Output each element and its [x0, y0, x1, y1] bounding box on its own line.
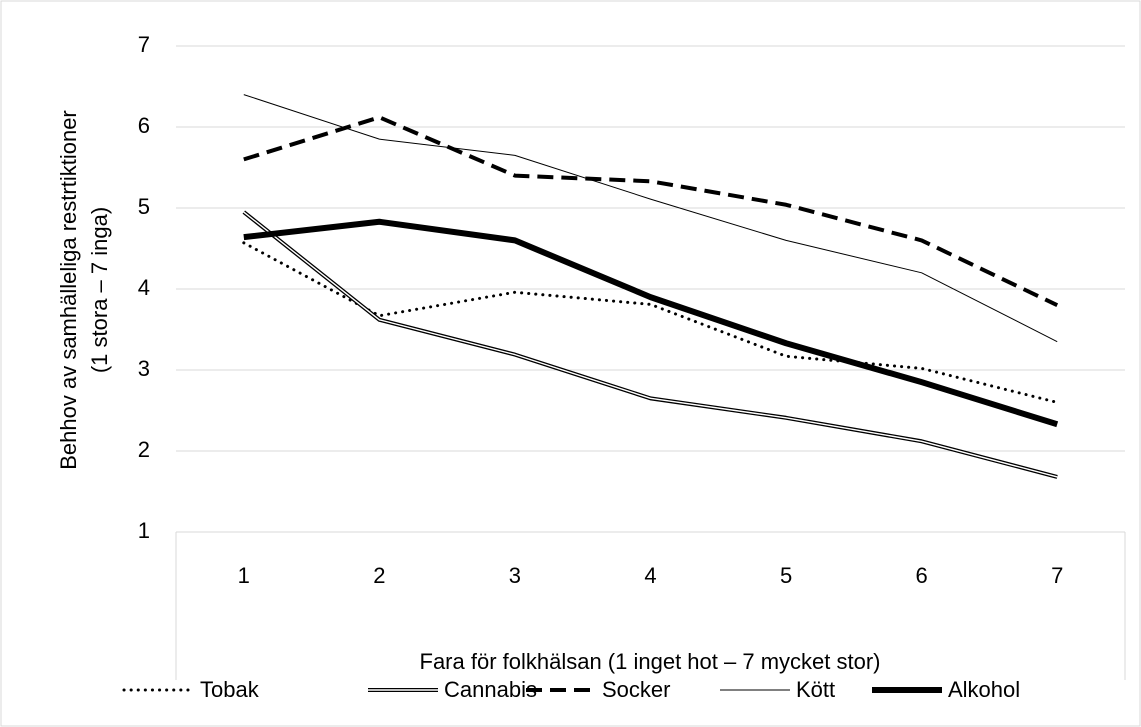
x-axis-label: Fara för folkhälsan (1 inget hot – 7 myc…	[420, 649, 881, 674]
legend-label: Kött	[796, 677, 835, 702]
y-axis-label: Behhov av samhälleliga restrtiktioner	[56, 110, 81, 470]
series-line	[243, 218, 1059, 428]
x-tick-label: 6	[916, 563, 928, 588]
x-tick-label: 7	[1051, 563, 1063, 588]
x-tick-label: 3	[509, 563, 521, 588]
legend-label: Alkohol	[948, 677, 1020, 702]
legend-label: Cannabis	[444, 677, 537, 702]
series-line	[242, 241, 1059, 404]
x-tick-label: 4	[644, 563, 656, 588]
y-tick-label: 4	[138, 275, 150, 300]
series-line-inner	[243, 211, 1058, 478]
x-tick-label: 1	[238, 563, 250, 588]
y-axis-label: (1 stora – 7 inga)	[87, 207, 112, 373]
series-line	[243, 115, 1059, 308]
legend-label: Tobak	[200, 677, 260, 702]
x-tick-label: 2	[373, 563, 385, 588]
y-tick-label: 6	[138, 113, 150, 138]
y-tick-label: 3	[138, 356, 150, 381]
series-line	[243, 94, 1058, 343]
x-tick-label: 5	[780, 563, 792, 588]
y-tick-label: 5	[138, 194, 150, 219]
legend-label: Socker	[602, 677, 670, 702]
y-tick-label: 1	[138, 518, 150, 543]
y-tick-label: 2	[138, 437, 150, 462]
y-tick-label: 7	[138, 32, 150, 57]
